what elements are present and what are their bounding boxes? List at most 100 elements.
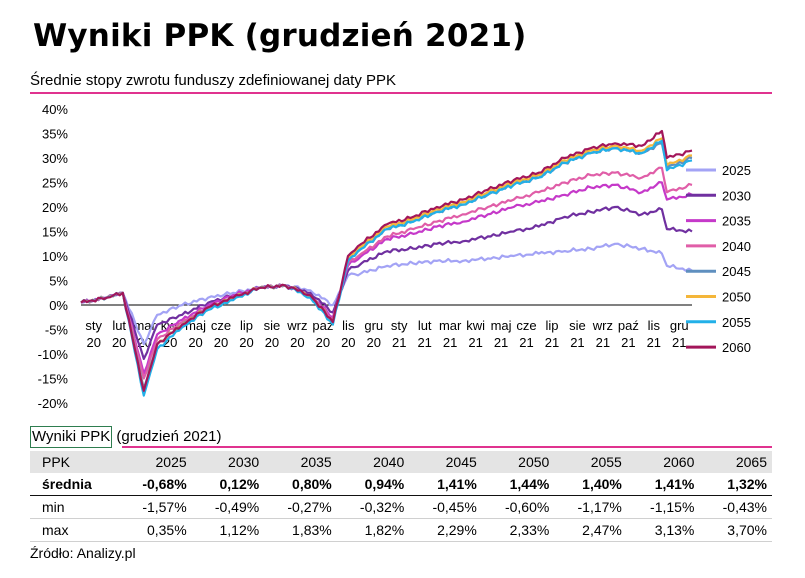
ppk-results-table: PPK 2025 2030 2035 2040 2045 2050 2055 2060 2065 …	[30, 451, 772, 542]
x-tick-label-year: 21	[417, 335, 431, 350]
x-tick-label-month: cze	[516, 318, 536, 333]
column-header-2035: 2035	[300, 454, 332, 470]
legend-label-2030: 2030	[722, 188, 751, 203]
chart-subtitle: Średnie stopy zwrotu funduszy zdefiniowa…	[30, 72, 397, 89]
x-tick-label-year: 21	[468, 335, 482, 350]
x-tick-label-month: paź	[312, 318, 333, 333]
x-tick-label-year: 21	[570, 335, 584, 350]
y-tick-label: -10%	[38, 347, 69, 362]
x-tick-label-year: 21	[545, 335, 559, 350]
table-cell: 1,44%	[481, 473, 555, 496]
x-tick-label-month: cze	[211, 318, 231, 333]
table-cell: 1,41%	[409, 473, 482, 496]
x-tick-label-month: lis	[648, 318, 661, 333]
table-cell: -1,15%	[626, 495, 700, 519]
table-cell: 3,13%	[626, 518, 700, 542]
y-tick-label: 0%	[49, 298, 68, 313]
legend-label-2035: 2035	[722, 214, 751, 229]
table-cell: -1,57%	[119, 495, 192, 519]
x-tick-label-month: sty	[85, 318, 102, 333]
x-tick-label-year: 20	[290, 335, 304, 350]
x-tick-label-month: lis	[342, 318, 355, 333]
row-label: max	[30, 518, 120, 542]
x-tick-label-month: wrz	[592, 318, 613, 333]
series-line-2060	[80, 129, 693, 392]
legend-label-2050: 2050	[722, 290, 751, 305]
source-note: Źródło: Analizy.pl	[30, 545, 136, 561]
x-tick-label-month: paź	[618, 318, 639, 333]
table-caption: Wyniki PPK (grudzień 2021)	[30, 426, 221, 448]
table-cell: -0,32%	[336, 495, 410, 519]
series-line-2050	[80, 137, 692, 392]
subtitle-underline	[30, 92, 772, 94]
table-cell: 1,41%	[626, 473, 700, 496]
x-tick-label-month: gru	[364, 318, 383, 333]
legend-label-2055: 2055	[722, 315, 751, 330]
table-cell: -0,49%	[191, 495, 265, 519]
y-tick-label: -5%	[45, 323, 69, 338]
y-tick-label: 5%	[49, 274, 68, 289]
y-tick-label: 25%	[42, 176, 68, 191]
row-label: średnia	[30, 473, 120, 496]
x-tick-label-month: mar	[439, 318, 462, 333]
table-row-min: min -1,57% -0,49% -0,27% -0,32% -0,45% -0,60% -…	[30, 495, 772, 519]
y-tick-label: -20%	[38, 396, 69, 411]
y-tick-label: 30%	[42, 151, 68, 166]
x-tick-label-year: 20	[239, 335, 253, 350]
table-cell: 0,35%	[119, 518, 192, 542]
x-tick-label-year: 20	[341, 335, 355, 350]
x-tick-label-month: wrz	[286, 318, 307, 333]
y-tick-label: 20%	[42, 200, 68, 215]
column-header-2060: 2060	[663, 454, 695, 470]
y-tick-label: 35%	[42, 127, 68, 142]
series-line-2055	[80, 139, 693, 397]
table-row-srednia: średnia -0,68% 0,12% 0,80% 0,94% 1,41% 1,44% 1,…	[30, 473, 772, 496]
table-caption-boxed[interactable]: Wyniki PPK	[30, 426, 113, 448]
table-caption-rest: (grudzień 2021)	[112, 428, 222, 445]
table-cell: 1,82%	[336, 518, 410, 542]
y-tick-label: 10%	[42, 249, 68, 264]
table-cell: 1,12%	[191, 518, 265, 542]
table-cell: 2,47%	[554, 518, 627, 542]
legend-label-2040: 2040	[722, 239, 751, 254]
table-header-row: PPK 2025 2030 2035 2040 2045 2050 2055 2060 2065	[30, 451, 772, 473]
table-cell: 0,94%	[336, 473, 410, 496]
x-tick-label-year: 20	[316, 335, 330, 350]
legend-label-2045: 2045	[722, 264, 751, 279]
row-label: min	[30, 495, 120, 519]
table-cell: 0,80%	[264, 473, 337, 496]
x-tick-label-month: sty	[391, 318, 408, 333]
column-header-2055: 2055	[590, 454, 622, 470]
legend-label-2060: 2060	[722, 340, 751, 355]
y-tick-label: 40%	[42, 102, 68, 117]
x-tick-label-month: sie	[264, 318, 281, 333]
table-cell: -1,17%	[554, 495, 627, 519]
column-header-ppk: PPK	[42, 454, 71, 470]
x-tick-label-year: 21	[443, 335, 457, 350]
table-cell: 1,83%	[264, 518, 337, 542]
page-title: Wyniki PPK (grudzień 2021)	[33, 18, 527, 54]
x-tick-label-year: 20	[367, 335, 381, 350]
table-cell: 0,12%	[191, 473, 265, 496]
table-cell: -0,68%	[119, 473, 192, 496]
x-tick-label-year: 21	[621, 335, 635, 350]
x-tick-label-year: 20	[112, 335, 126, 350]
x-tick-label-month: lut	[418, 318, 432, 333]
table-caption-underline	[122, 446, 772, 448]
column-header-2040: 2040	[373, 454, 405, 470]
returns-line-chart: -20% -15% -10% -5% 0% 5% 10% 15% 20% 25% 30% 35% 40%…	[38, 102, 751, 411]
x-tick-label-month: lip	[545, 318, 558, 333]
table-cell: 3,70%	[699, 518, 772, 542]
column-header-2045: 2045	[445, 454, 477, 470]
column-header-2030: 2030	[228, 454, 260, 470]
y-tick-label: 15%	[42, 225, 68, 240]
x-tick-label-month: sie	[569, 318, 586, 333]
x-tick-label-month: lut	[112, 318, 126, 333]
table-cell: -0,27%	[264, 495, 337, 519]
table-cell: 1,40%	[554, 473, 627, 496]
x-tick-label-year: 20	[265, 335, 279, 350]
series-line-2035	[80, 181, 693, 375]
y-tick-label: -15%	[38, 372, 69, 387]
legend-label-2025: 2025	[722, 163, 751, 178]
column-header-2065: 2065	[735, 454, 767, 470]
